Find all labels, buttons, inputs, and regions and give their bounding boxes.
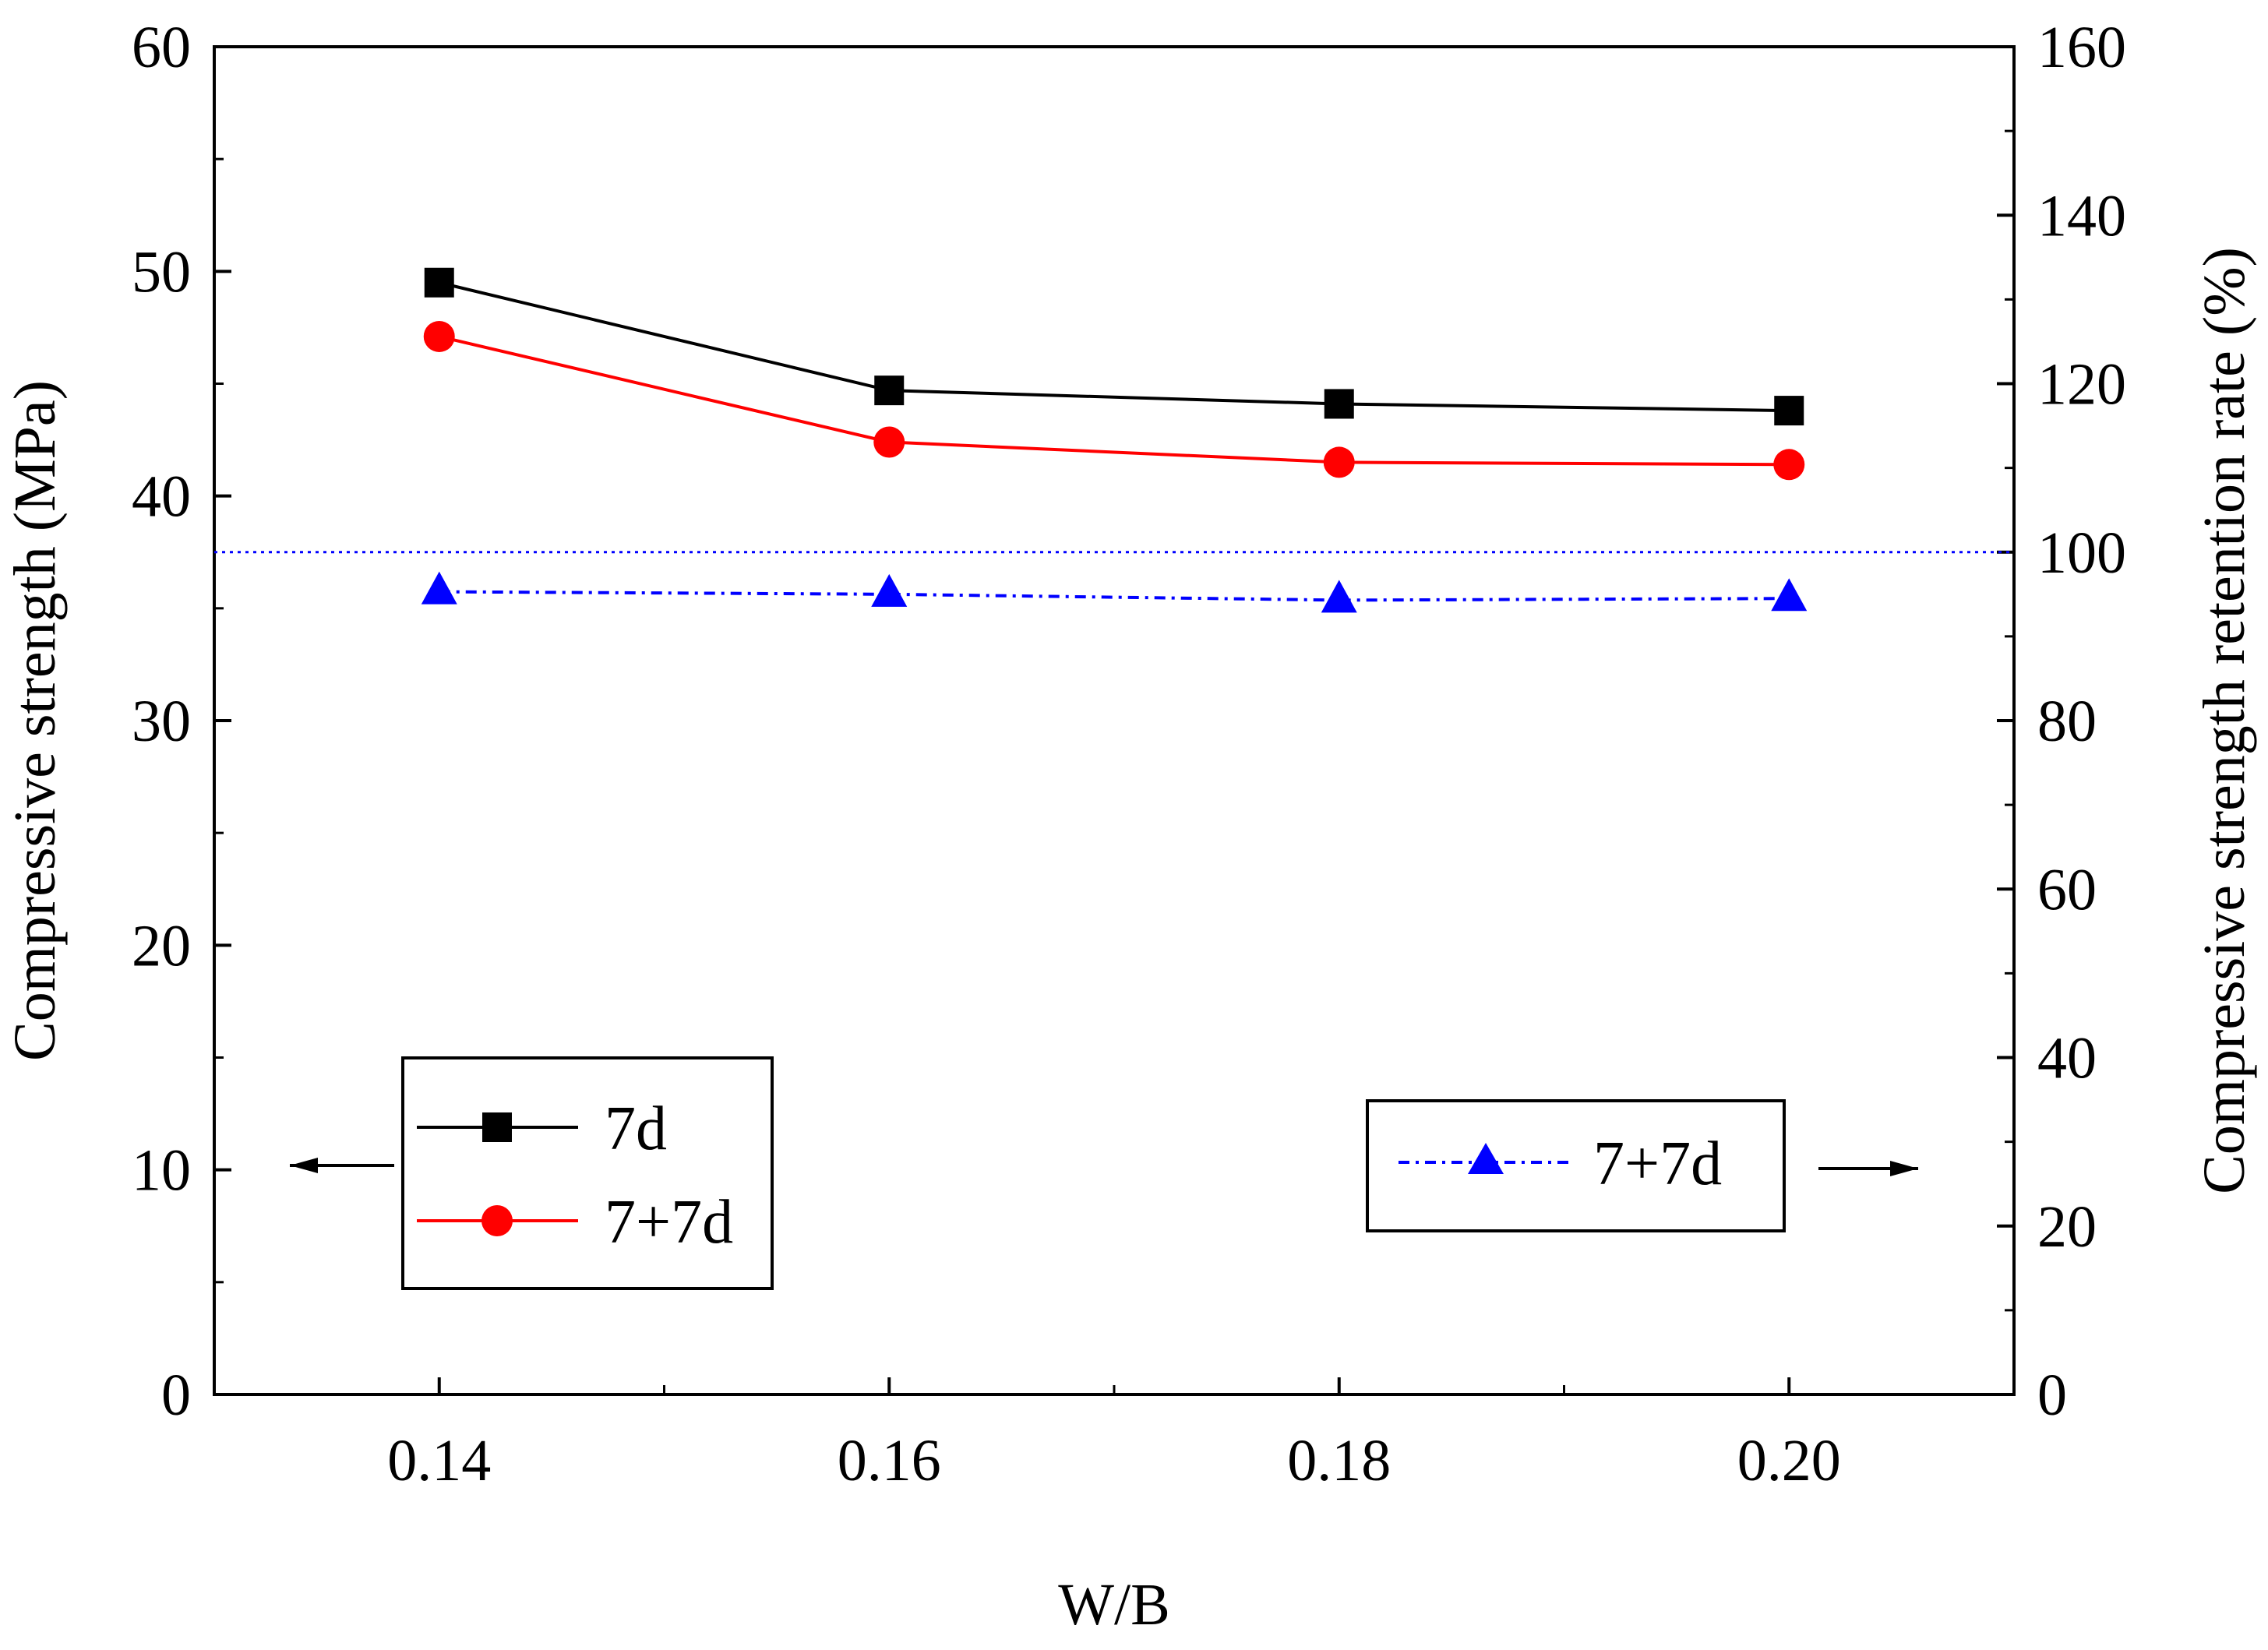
x-tick-label: 0.20 — [1737, 1428, 1841, 1493]
legend-7-7d-red-label: 7+7d — [605, 1188, 733, 1257]
legend-retention-marker — [1468, 1143, 1504, 1174]
marker-7d — [424, 267, 454, 298]
y-right-tick-label: 80 — [2037, 689, 2097, 754]
y-right-tick-label: 120 — [2037, 352, 2126, 418]
y-right-axis-title: Compressive strength retention rate (%) — [2192, 247, 2257, 1194]
marker-retention — [1321, 580, 1357, 613]
axis-ticks: 0.14 0.16 0.18 0.20 0 10 20 30 40 50 60 0 20 40 60 80 10… — [132, 15, 2126, 1493]
marker-7d — [874, 375, 905, 406]
legend-right-box — [1366, 1099, 1786, 1232]
y-left-tick-label: 0 — [161, 1363, 191, 1428]
y-left-tick-label: 50 — [132, 239, 191, 305]
legend-left: 7d 7+7d — [401, 1056, 774, 1290]
series-markers — [421, 267, 1808, 613]
series-line-1 — [439, 335, 1790, 467]
marker-retention — [871, 573, 908, 607]
y-right-tick-label: 100 — [2037, 520, 2126, 586]
series-lines — [439, 280, 1790, 602]
legend-7-7d-red-marker — [481, 1205, 513, 1236]
y-right-tick-label: 140 — [2037, 183, 2126, 249]
y-right-tick-label: 160 — [2037, 15, 2126, 80]
y-right-tick-label: 40 — [2037, 1026, 2097, 1091]
marker-7-7d — [423, 320, 455, 352]
y-right-tick-label: 20 — [2037, 1194, 2097, 1260]
marker-7-7d — [1773, 449, 1805, 481]
legend-retention-label: 7+7d — [1593, 1130, 1722, 1198]
y-left-tick-label: 60 — [132, 15, 191, 80]
marker-retention — [421, 571, 457, 605]
y-left-tick-label: 40 — [132, 464, 191, 530]
series-line-0 — [439, 280, 1790, 413]
marker-7d — [1324, 389, 1354, 419]
legend-left-box — [401, 1056, 774, 1290]
legend-right: 7+7d — [1366, 1099, 1786, 1232]
y-right-tick-label: 60 — [2037, 857, 2097, 922]
series-line-2 — [439, 590, 1790, 602]
legend-7d-label: 7d — [605, 1095, 667, 1163]
legend-7d-marker — [482, 1112, 512, 1142]
y-left-tick-label: 30 — [132, 689, 191, 754]
x-tick-label: 0.16 — [838, 1428, 941, 1493]
y-right-tick-label: 0 — [2037, 1363, 2067, 1428]
marker-retention — [1771, 578, 1808, 612]
y-left-axis-title: Compressive strength (MPa) — [2, 380, 68, 1061]
x-axis-title: W/B — [1058, 1572, 1170, 1638]
y-left-tick-label: 20 — [132, 913, 191, 978]
right-axis-arrow — [1818, 1161, 1918, 1176]
marker-7-7d — [873, 426, 905, 458]
left-axis-arrow — [290, 1158, 394, 1173]
marker-7d — [1774, 396, 1804, 426]
marker-7-7d — [1323, 446, 1355, 478]
x-tick-label: 0.14 — [387, 1428, 491, 1493]
y-left-tick-label: 10 — [132, 1138, 191, 1204]
x-tick-label: 0.18 — [1287, 1428, 1391, 1493]
